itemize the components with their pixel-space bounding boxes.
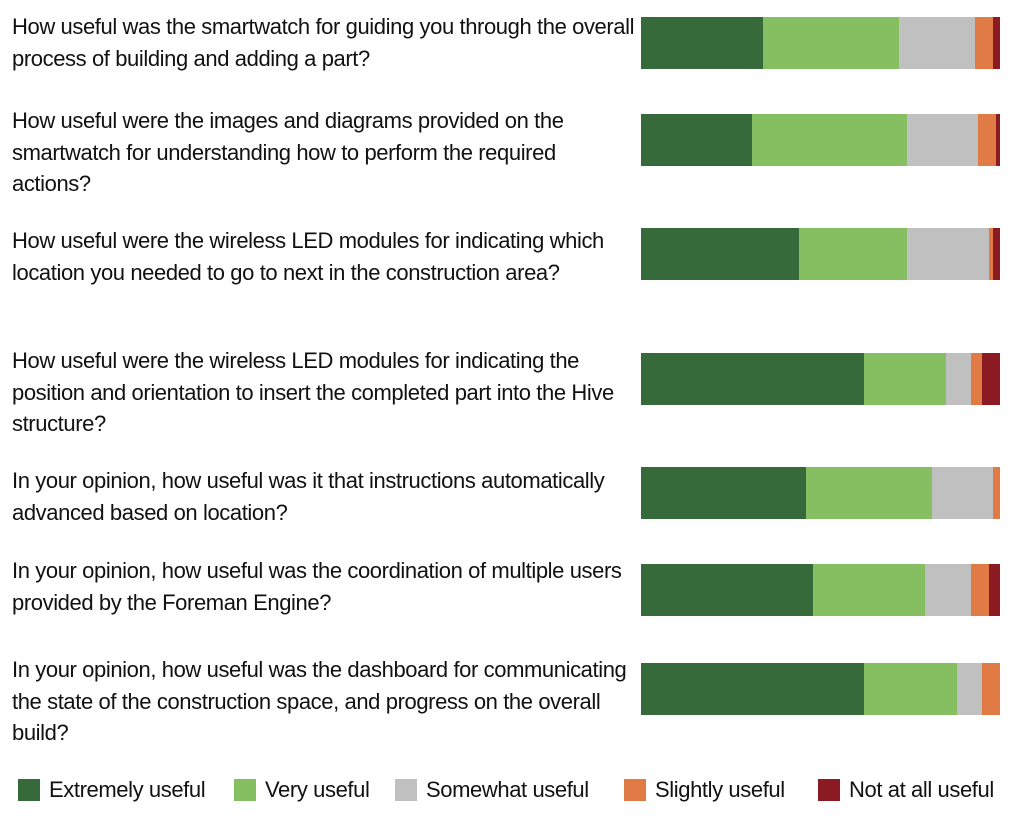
- bar-segment: [992, 17, 1000, 69]
- legend-swatch: [18, 779, 40, 801]
- bar-segment: [798, 228, 907, 280]
- legend-swatch: [624, 779, 646, 801]
- bar-segment: [931, 467, 993, 519]
- bar-segment: [641, 228, 799, 280]
- bar-segment: [956, 663, 983, 715]
- legend-label: Not at all useful: [849, 777, 994, 802]
- bar-segment: [996, 114, 1000, 166]
- bar-segment: [982, 663, 1000, 715]
- bar-segment: [906, 228, 990, 280]
- bar-segment: [863, 663, 957, 715]
- legend-swatch: [395, 779, 417, 801]
- bar-segment: [752, 114, 907, 166]
- bar-segment: [806, 467, 932, 519]
- legend-label: Somewhat useful: [426, 777, 589, 802]
- bar-segment: [763, 17, 900, 69]
- bar-segment: [924, 564, 972, 616]
- bar-segment: [641, 467, 807, 519]
- bar-segment: [641, 114, 753, 166]
- bar-segment: [863, 353, 947, 405]
- question-label: In your opinion, how useful was the dash…: [12, 657, 627, 745]
- bar-segment: [982, 353, 1000, 405]
- bar-segment: [978, 114, 997, 166]
- bar-segment: [946, 353, 972, 405]
- bar-segment: [899, 17, 975, 69]
- bar-segment: [641, 564, 814, 616]
- question-label: In your opinion, how useful was it that …: [12, 468, 605, 525]
- question-label: How useful were the wireless LED modules…: [12, 228, 604, 285]
- legend-swatch: [818, 779, 840, 801]
- bar-segment: [906, 114, 979, 166]
- legend-label: Slightly useful: [655, 777, 785, 802]
- bar-segment: [989, 564, 1000, 616]
- question-label: In your opinion, how useful was the coor…: [12, 558, 622, 615]
- question-label: How useful were the images and diagrams …: [12, 108, 564, 196]
- bar-segment: [992, 228, 1000, 280]
- legend-label: Very useful: [265, 777, 370, 802]
- bar-segment: [641, 17, 764, 69]
- bar-segment: [813, 564, 925, 616]
- legend-label: Extremely useful: [49, 777, 206, 802]
- bar-segment: [641, 353, 864, 405]
- question-label: How useful were the wireless LED modules…: [12, 348, 614, 436]
- bar-segment: [989, 228, 993, 280]
- bar-segment: [971, 564, 990, 616]
- bar-segment: [974, 17, 993, 69]
- bar-segment: [992, 467, 1000, 519]
- legend-swatch: [234, 779, 256, 801]
- question-label: How useful was the smartwatch for guidin…: [12, 14, 635, 71]
- bar-segment: [641, 663, 864, 715]
- bar-segment: [971, 353, 983, 405]
